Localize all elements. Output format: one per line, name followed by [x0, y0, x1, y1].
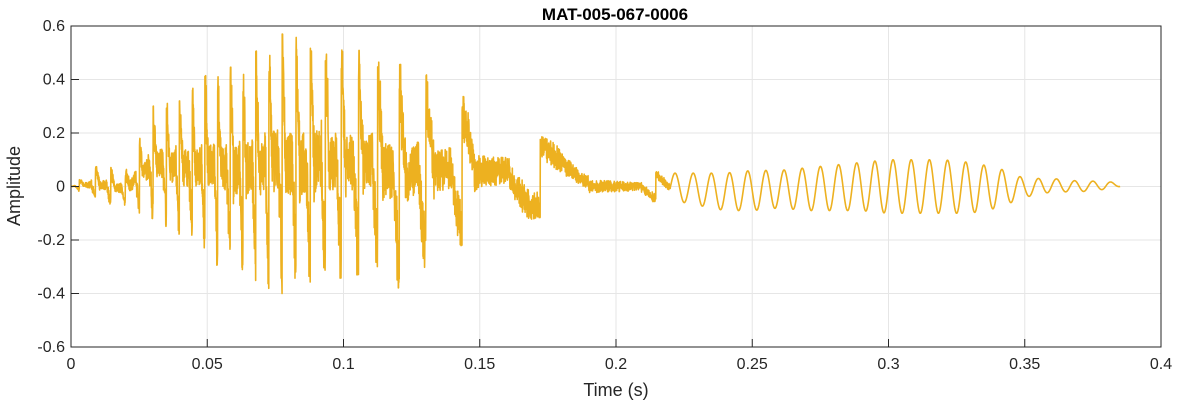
- x-tick-label: 0.25: [737, 356, 768, 373]
- y-tick-label: 0.6: [43, 18, 65, 35]
- x-tick-label: 0.15: [464, 356, 495, 373]
- x-tick-label: 0.2: [605, 356, 627, 373]
- y-tick-label: -0.4: [37, 286, 65, 303]
- y-tick-label: 0: [56, 179, 65, 196]
- x-tick-label: 0.35: [1009, 356, 1040, 373]
- waveform-line: [70, 33, 1121, 295]
- y-axis-ticks: -0.6 -0.4 -0.2 0 0.2 0.4 0.6: [37, 18, 79, 356]
- y-tick-label: -0.2: [37, 232, 65, 249]
- y-axis-label: Amplitude: [4, 146, 24, 226]
- x-axis-ticks: 0 0.05 0.1 0.15 0.2 0.25 0.3 0.35 0.4: [67, 339, 1172, 373]
- plot-area: [70, 33, 1121, 295]
- x-tick-label: 0.05: [192, 356, 223, 373]
- x-tick-label: 0.3: [877, 356, 899, 373]
- x-tick-label: 0.4: [1150, 356, 1172, 373]
- x-tick-label: 0: [67, 356, 76, 373]
- x-axis-label: Time (s): [583, 380, 648, 400]
- y-tick-label: 0.2: [43, 125, 65, 142]
- x-tick-label: 0.1: [332, 356, 354, 373]
- y-tick-label: 0.4: [43, 72, 65, 89]
- y-tick-label: -0.6: [37, 339, 65, 356]
- chart-title: MAT-005-067-0006: [542, 5, 688, 24]
